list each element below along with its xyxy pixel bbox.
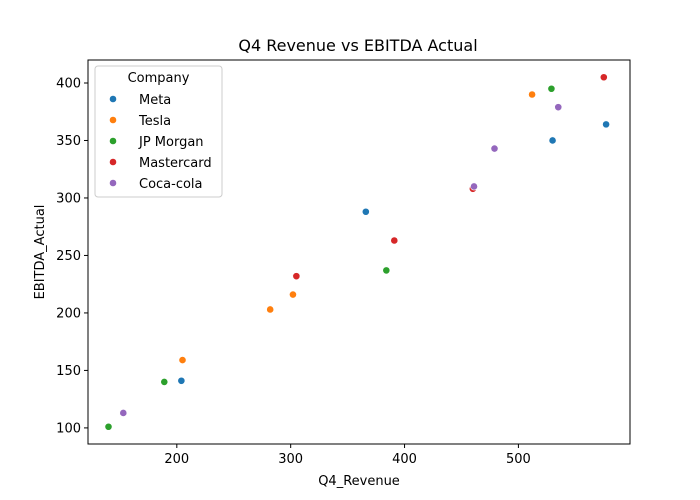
data-point <box>289 290 297 299</box>
series-meta <box>177 120 610 385</box>
x-axis-label: Q4_Revenue <box>318 474 400 489</box>
y-tick-label: 300 <box>56 191 81 206</box>
y-tick-label: 350 <box>56 134 81 149</box>
data-point <box>292 272 301 281</box>
data-point <box>178 356 187 364</box>
data-point <box>599 73 608 82</box>
x-tick-label: 500 <box>506 452 531 467</box>
data-point <box>547 84 556 93</box>
legend-entry: Mastercard <box>139 156 212 171</box>
data-point <box>160 378 169 386</box>
legend-entry: Meta <box>139 93 171 108</box>
data-point <box>548 136 557 145</box>
legend-entry: JP Morgan <box>138 135 204 150</box>
plot-frame <box>87 59 631 445</box>
data-point <box>104 422 113 431</box>
data-point <box>382 266 391 275</box>
data-point <box>554 103 563 112</box>
data-point <box>390 236 399 245</box>
y-axis-label: EBITDA_Actual <box>33 205 48 300</box>
chart-title: Q4 Revenue vs EBITDA Actual <box>238 36 477 55</box>
legend-marker <box>109 179 117 187</box>
data-point <box>528 90 536 99</box>
x-tick-label: 200 <box>164 452 189 467</box>
x-tick-label: 400 <box>392 452 417 467</box>
y-tick-label: 250 <box>56 249 81 264</box>
data-point <box>266 305 275 314</box>
data-point <box>490 144 499 153</box>
y-tick-label: 100 <box>56 421 81 436</box>
series-tesla <box>178 90 536 364</box>
x-axis: 200 300 400 500 <box>164 444 531 467</box>
legend-marker <box>109 116 117 124</box>
plot-area <box>104 73 610 431</box>
data-point <box>177 376 186 385</box>
legend-marker <box>109 95 117 103</box>
legend-title: Company <box>128 71 190 86</box>
legend-entry: Tesla <box>138 114 171 129</box>
series-mastercard <box>292 73 608 281</box>
legend: Company Meta Tesla JP Morgan Mastercard Coca… <box>94 65 223 198</box>
data-point <box>119 409 128 417</box>
legend-box <box>94 65 223 198</box>
data-point <box>361 207 370 216</box>
y-tick-label: 400 <box>56 76 81 91</box>
series-coca-cola <box>119 103 563 417</box>
data-point <box>602 120 610 129</box>
legend-marker <box>109 137 117 145</box>
series-jp-morgan <box>104 84 556 431</box>
y-axis: 100 150 200 250 300 350 400 <box>56 76 88 436</box>
legend-marker <box>109 158 117 166</box>
legend-entry: Coca-cola <box>139 177 203 192</box>
y-tick-label: 150 <box>56 364 81 379</box>
x-tick-label: 300 <box>278 452 303 467</box>
y-tick-label: 200 <box>56 306 81 321</box>
data-point <box>470 182 478 191</box>
